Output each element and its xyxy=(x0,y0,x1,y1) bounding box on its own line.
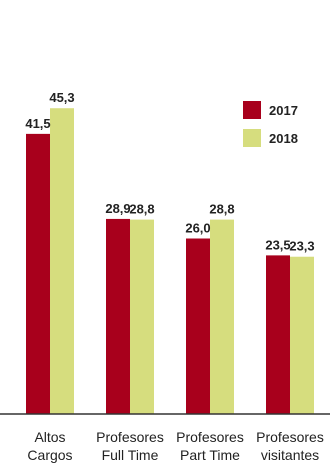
category-labels-group: Altos Cargos Profesores Full Time Profesores… xyxy=(27,429,323,463)
value-label-2018-2: 28,8 xyxy=(209,202,234,217)
legend-label-2018: 2018 xyxy=(269,131,298,146)
category-label-3-line-0: Profesores xyxy=(256,429,324,445)
bar-2017-2 xyxy=(186,238,210,414)
category-label-0-line-0: Altos xyxy=(34,429,65,445)
value-labels-group: 41,5 28,9 26,0 23,5 45,3 28,8 28,8 23,3 xyxy=(25,90,314,254)
category-label-2-line-1: Part Time xyxy=(180,447,240,463)
category-label-3-line-1: visitantes xyxy=(261,447,319,463)
category-label-0-line-1: Cargos xyxy=(27,447,72,463)
value-label-2018-1: 28,8 xyxy=(129,202,154,217)
legend-swatch-2017 xyxy=(243,101,261,119)
bar-2017-0 xyxy=(26,133,50,414)
value-label-2017-3: 23,5 xyxy=(265,237,290,252)
value-label-2018-3: 23,3 xyxy=(289,239,314,254)
bar-2017-1 xyxy=(106,218,130,414)
category-label-1-line-0: Profesores xyxy=(96,429,164,445)
bar-2018-1 xyxy=(130,219,154,414)
value-label-2017-0: 41,5 xyxy=(25,116,50,131)
legend-label-2017: 2017 xyxy=(269,103,298,118)
bar-2017-3 xyxy=(266,255,290,414)
value-label-2017-1: 28,9 xyxy=(105,201,130,216)
category-label-2-line-0: Profesores xyxy=(176,429,244,445)
bars-group xyxy=(26,108,314,414)
legend-swatch-2018 xyxy=(243,129,261,147)
bar-2018-3 xyxy=(290,256,314,414)
bar-2018-0 xyxy=(50,108,74,414)
category-label-1-line-1: Full Time xyxy=(102,447,159,463)
bar-2018-2 xyxy=(210,219,234,414)
value-label-2018-0: 45,3 xyxy=(49,90,74,105)
value-label-2017-2: 26,0 xyxy=(185,221,210,236)
legend: 2017 2018 xyxy=(243,101,298,147)
